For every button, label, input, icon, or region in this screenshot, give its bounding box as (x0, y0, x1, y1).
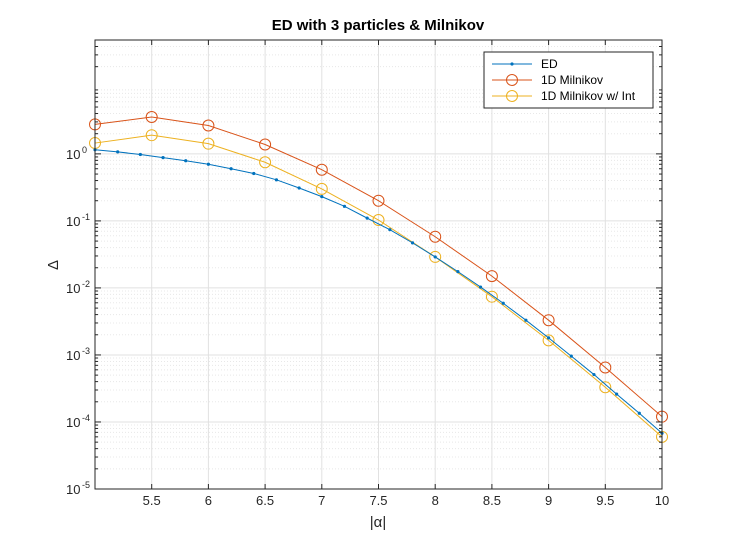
y-tick-label-exponent: -5 (82, 480, 90, 490)
x-tick-label: 5.5 (143, 493, 161, 508)
y-tick-label-base: 10 (66, 348, 80, 363)
x-tick-label: 6 (205, 493, 212, 508)
y-tick-label-base: 10 (66, 415, 80, 430)
x-tick-label: 7.5 (369, 493, 387, 508)
data-point (315, 182, 328, 195)
x-tick-label: 10 (655, 493, 669, 508)
data-point (485, 270, 498, 283)
y-tick-label-exponent: -3 (82, 346, 90, 356)
data-point (315, 163, 328, 176)
data-point (547, 336, 551, 340)
y-tick-label: 10 -1 (66, 212, 90, 229)
series-1 (89, 110, 668, 423)
data-point (184, 159, 188, 163)
data-point (297, 186, 301, 190)
series-line (94, 134, 663, 438)
data-point (145, 129, 158, 142)
legend-label: 1D Milnikov w/ Int (541, 89, 636, 103)
x-tick-label: 9 (545, 493, 552, 508)
y-tick-label-base: 10 (66, 214, 80, 229)
series-line (94, 116, 663, 418)
data-point (524, 318, 528, 322)
x-tick-label: 9.5 (596, 493, 614, 508)
y-tick-label-base: 10 (66, 147, 80, 162)
data-point (599, 381, 612, 394)
data-point (274, 178, 279, 182)
data-point (429, 230, 442, 243)
data-point (252, 171, 256, 176)
x-tick-label: 7 (318, 493, 325, 508)
data-point (202, 119, 215, 132)
series-2 (89, 129, 668, 443)
data-point (116, 150, 120, 154)
data-point (342, 204, 347, 208)
data-point (569, 354, 573, 358)
data-point (542, 314, 555, 327)
legend-marker (510, 62, 514, 66)
y-tick-label: 10 -3 (66, 346, 90, 363)
legend-label: 1D Milnikov (541, 73, 603, 87)
legend-marker (506, 74, 518, 86)
x-axis-ticks: 5.5 6 6.5 7 7.5 8 8.5 9 9.5 10 (143, 40, 669, 508)
y-tick-label-base: 10 (66, 281, 80, 296)
data-point (637, 411, 641, 415)
data-point (478, 285, 483, 289)
x-tick-label: 8.5 (483, 493, 501, 508)
y-axis-label: Δ (45, 260, 62, 270)
data-point (592, 372, 596, 377)
data-point (145, 110, 158, 123)
data-point (542, 334, 555, 347)
y-tick-label: 10 -2 (66, 279, 90, 296)
legend-entry-2: 1D Milnikov w/ Int (492, 89, 636, 103)
data-point (456, 270, 460, 274)
y-tick-label: 10 -4 (66, 413, 90, 430)
x-tick-label: 8 (432, 493, 439, 508)
chart-title: ED with 3 particles & Milnikov (272, 17, 485, 34)
data-point (202, 137, 215, 150)
legend-entry-0: ED (492, 57, 558, 71)
series-line (94, 149, 663, 434)
legend-marker (506, 90, 518, 102)
data-point (365, 216, 369, 220)
y-tick-label: 10 0 (66, 145, 87, 162)
data-point (485, 290, 498, 303)
data-point (320, 195, 324, 199)
data-point (259, 138, 272, 151)
data-point (433, 255, 437, 259)
data-point (372, 194, 385, 207)
data-point (372, 214, 385, 227)
y-tick-label-exponent: -4 (82, 413, 90, 423)
series-layer (89, 110, 668, 443)
legend-entry-1: 1D Milnikov (492, 73, 603, 87)
legend-items: ED 1D Milnikov 1D Milnikov w/ Int (492, 57, 636, 103)
legend-label: ED (541, 57, 558, 71)
x-tick-label: 6.5 (256, 493, 274, 508)
y-tick-label-exponent: -1 (82, 212, 90, 222)
series-0 (93, 148, 664, 435)
data-point (410, 241, 415, 245)
data-point (206, 162, 210, 166)
y-tick-label: 10 -5 (66, 480, 90, 497)
data-point (259, 156, 272, 169)
data-point (429, 250, 442, 263)
y-tick-label-base: 10 (66, 482, 80, 497)
data-point (229, 167, 233, 171)
y-tick-label-exponent: -2 (82, 279, 90, 289)
data-point (615, 392, 619, 396)
data-point (388, 228, 392, 232)
data-point (501, 301, 505, 305)
x-axis-label: |α| (370, 514, 386, 531)
data-point (138, 152, 142, 157)
data-point (161, 155, 165, 160)
legend[interactable]: ED 1D Milnikov 1D Milnikov w/ Int (483, 51, 654, 109)
data-point (599, 361, 612, 374)
y-tick-label-exponent: 0 (82, 145, 87, 155)
